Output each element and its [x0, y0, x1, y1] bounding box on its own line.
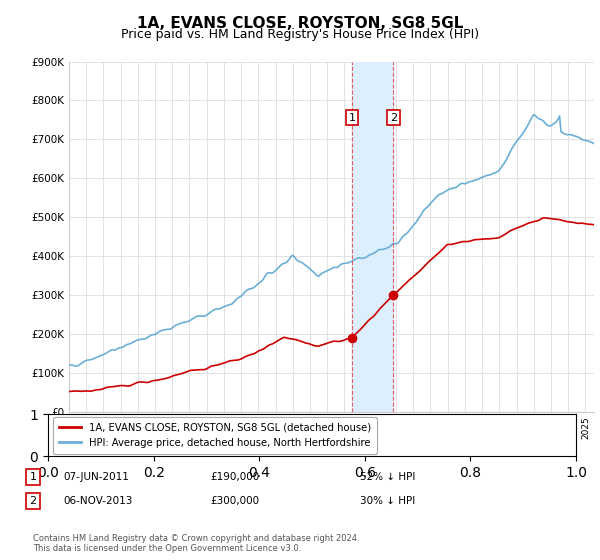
Text: £300,000: £300,000: [210, 496, 259, 506]
Text: 1A, EVANS CLOSE, ROYSTON, SG8 5GL: 1A, EVANS CLOSE, ROYSTON, SG8 5GL: [137, 16, 463, 31]
Text: 1: 1: [29, 472, 37, 482]
Text: 52% ↓ HPI: 52% ↓ HPI: [360, 472, 415, 482]
Text: 1: 1: [349, 113, 355, 123]
Text: Price paid vs. HM Land Registry's House Price Index (HPI): Price paid vs. HM Land Registry's House …: [121, 28, 479, 41]
Text: 07-JUN-2011: 07-JUN-2011: [63, 472, 129, 482]
Text: 06-NOV-2013: 06-NOV-2013: [63, 496, 133, 506]
Text: 30% ↓ HPI: 30% ↓ HPI: [360, 496, 415, 506]
Text: 2: 2: [29, 496, 37, 506]
Text: £190,000: £190,000: [210, 472, 259, 482]
Text: Contains HM Land Registry data © Crown copyright and database right 2024.
This d: Contains HM Land Registry data © Crown c…: [33, 534, 359, 553]
Legend: 1A, EVANS CLOSE, ROYSTON, SG8 5GL (detached house), HPI: Average price, detached: 1A, EVANS CLOSE, ROYSTON, SG8 5GL (detac…: [53, 417, 377, 454]
Text: 2: 2: [390, 113, 397, 123]
Bar: [352, 62, 393, 412]
